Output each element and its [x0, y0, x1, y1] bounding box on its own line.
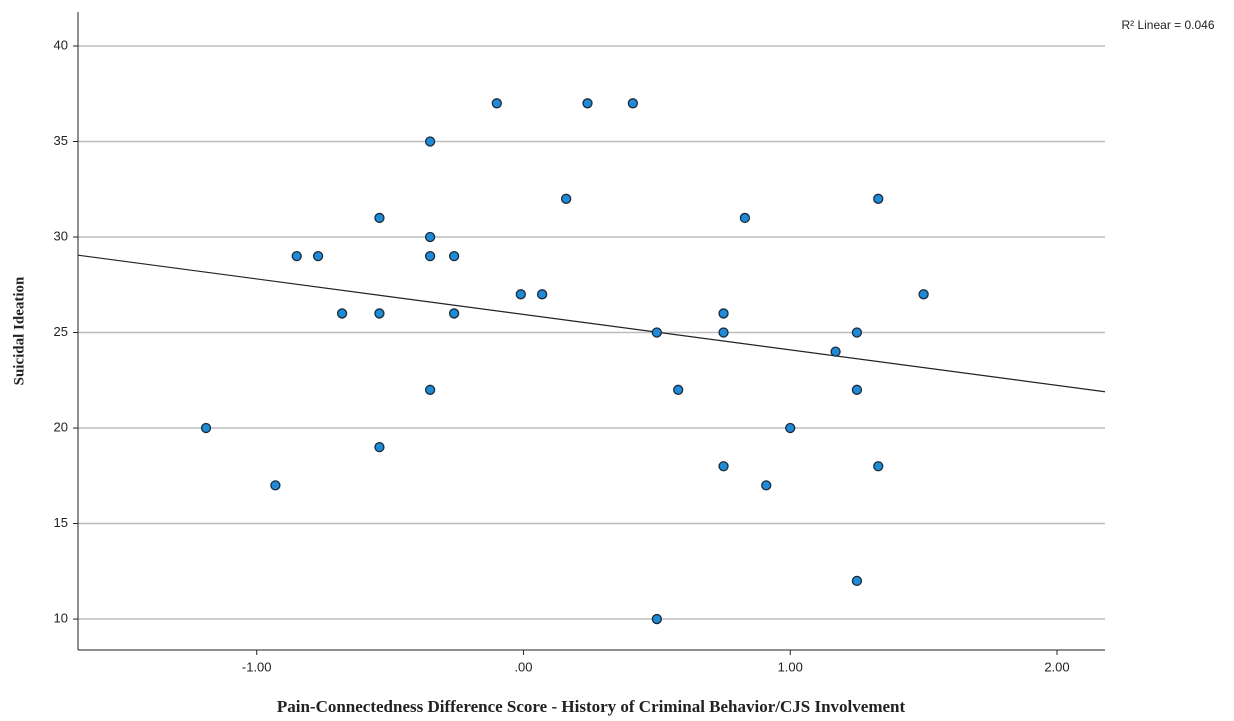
y-tick-label: 30: [54, 228, 68, 243]
point: [448, 250, 460, 262]
point: [374, 212, 385, 224]
r-squared-annotation: R² Linear = 0.046: [1121, 18, 1214, 32]
point: [673, 384, 684, 395]
point: [312, 250, 324, 262]
point: [651, 327, 663, 338]
point: [491, 98, 502, 109]
point: [718, 308, 729, 319]
x-axis-title: Pain-Connectedness Difference Score - Hi…: [277, 697, 906, 716]
point: [851, 384, 863, 395]
point: [851, 327, 863, 338]
x-tick-label: 2.00: [1044, 659, 1069, 674]
point: [761, 480, 772, 491]
y-tick-label: 10: [54, 610, 68, 625]
point: [374, 308, 385, 319]
point: [336, 308, 348, 319]
point: [851, 575, 863, 587]
y-tick-label: 15: [54, 515, 68, 530]
point: [718, 461, 729, 472]
point: [537, 289, 548, 300]
point: [651, 613, 663, 625]
y-tick-label: 20: [54, 419, 68, 434]
y-tick-label: 25: [54, 324, 68, 339]
point: [270, 480, 281, 491]
point: [739, 212, 751, 224]
point: [718, 327, 729, 338]
x-tick-label: -1.00: [242, 659, 272, 674]
y-tick-label: 35: [54, 133, 68, 148]
point: [830, 346, 841, 357]
point: [873, 461, 884, 472]
x-tick-label: .00: [514, 659, 532, 674]
point: [374, 441, 385, 453]
point: [424, 250, 436, 262]
point: [424, 136, 436, 147]
x-tick-label: 1.00: [778, 659, 803, 674]
point: [424, 384, 436, 395]
point: [918, 289, 929, 300]
point: [627, 98, 638, 109]
point: [873, 193, 884, 204]
point: [200, 422, 212, 434]
point: [785, 422, 796, 434]
y-tick-label: 40: [54, 37, 68, 52]
point: [582, 98, 593, 109]
point: [561, 193, 572, 204]
point: [424, 231, 436, 243]
point: [291, 250, 302, 262]
fit-line: [77, 254, 1106, 393]
point: [448, 308, 460, 319]
y-axis-title: Suicidal Ideation: [11, 276, 27, 385]
point: [515, 289, 526, 300]
